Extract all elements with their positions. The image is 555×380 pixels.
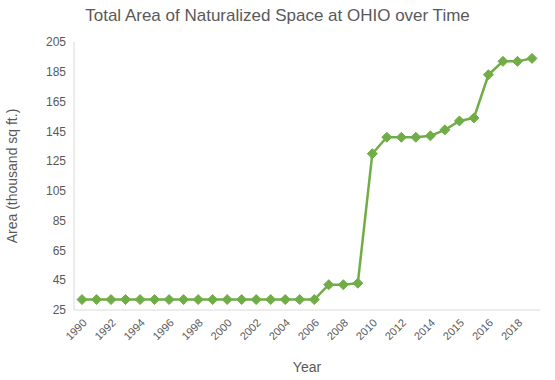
svg-text:2015: 2015 — [441, 316, 467, 342]
svg-text:65: 65 — [53, 244, 67, 258]
svg-text:2016: 2016 — [470, 316, 496, 342]
svg-text:1990: 1990 — [63, 316, 89, 342]
svg-text:125: 125 — [46, 154, 66, 168]
svg-text:2018: 2018 — [499, 316, 525, 342]
svg-text:205: 205 — [46, 35, 66, 49]
svg-text:2000: 2000 — [208, 316, 234, 342]
svg-text:1992: 1992 — [92, 316, 118, 342]
svg-text:Year: Year — [293, 359, 322, 375]
svg-text:2014: 2014 — [412, 316, 438, 342]
svg-text:2012: 2012 — [382, 316, 408, 342]
svg-text:2006: 2006 — [295, 316, 321, 342]
svg-text:145: 145 — [46, 125, 66, 139]
svg-text:85: 85 — [53, 214, 67, 228]
svg-text:25: 25 — [53, 303, 67, 317]
svg-text:185: 185 — [46, 65, 66, 79]
svg-text:2004: 2004 — [266, 316, 292, 342]
svg-text:1994: 1994 — [121, 316, 147, 342]
svg-text:Area (thousand sq ft.): Area (thousand sq ft.) — [4, 109, 20, 244]
svg-text:2010: 2010 — [353, 316, 379, 342]
html-text:Total Area of Naturalized Spac: Total Area of Naturalized Space at OHIO … — [85, 6, 470, 25]
svg-text:2008: 2008 — [324, 316, 350, 342]
svg-text:1998: 1998 — [179, 316, 205, 342]
svg-text:105: 105 — [46, 184, 66, 198]
svg-text:1996: 1996 — [150, 316, 176, 342]
svg-text:45: 45 — [53, 273, 67, 287]
svg-text:165: 165 — [46, 95, 66, 109]
svg-text:2002: 2002 — [237, 316, 263, 342]
